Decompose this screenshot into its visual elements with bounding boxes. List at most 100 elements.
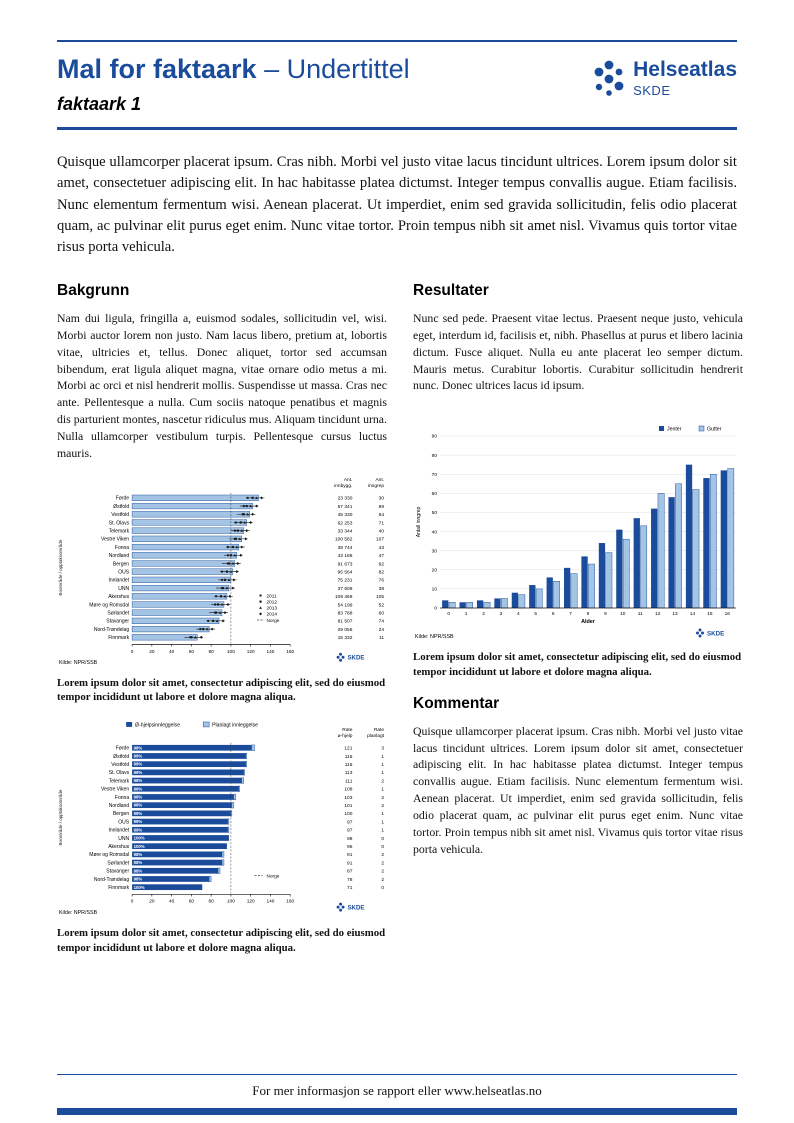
- svg-text:10: 10: [432, 587, 438, 593]
- svg-text:Ant.: Ant.: [344, 478, 353, 483]
- svg-text:98%: 98%: [134, 852, 143, 857]
- page-subtitle: – Undertittel: [264, 54, 410, 84]
- svg-text:76: 76: [379, 577, 385, 583]
- svg-text:74: 74: [379, 618, 385, 624]
- svg-text:0: 0: [434, 606, 437, 612]
- svg-text:Akershus: Akershus: [108, 844, 129, 850]
- svg-text:4: 4: [517, 611, 520, 617]
- svg-text:101: 101: [344, 803, 352, 809]
- svg-text:Finnmark: Finnmark: [108, 635, 129, 641]
- svg-text:97: 97: [347, 820, 353, 826]
- svg-text:Boområde / opptaksområde: Boområde / opptaksområde: [57, 789, 63, 845]
- svg-text:62 253: 62 253: [338, 520, 353, 526]
- svg-text:98%: 98%: [134, 877, 143, 882]
- svg-text:43 186: 43 186: [338, 553, 353, 559]
- svg-text:100 582: 100 582: [335, 536, 353, 542]
- svg-text:107: 107: [376, 536, 384, 542]
- svg-text:Fonna: Fonna: [115, 795, 129, 801]
- svg-text:160: 160: [286, 899, 294, 905]
- svg-text:SKDE: SKDE: [347, 905, 364, 912]
- svg-text:7: 7: [569, 611, 572, 617]
- page-title: Mal for faktaark: [57, 54, 257, 84]
- svg-text:97: 97: [347, 828, 353, 834]
- svg-text:108 469: 108 469: [335, 594, 353, 600]
- svg-text:57 341: 57 341: [338, 504, 353, 510]
- svg-text:Kilde: NPR/SSB: Kilde: NPR/SSB: [59, 660, 98, 666]
- svg-text:Møre og Romsdal: Møre og Romsdal: [89, 853, 129, 859]
- footer-top-rule: [57, 1073, 737, 1075]
- logo-org: SKDE: [633, 83, 671, 99]
- svg-text:91 673: 91 673: [338, 561, 353, 567]
- svg-text:Telemark: Telemark: [109, 779, 130, 785]
- svg-text:98%: 98%: [134, 869, 143, 874]
- svg-text:2013: 2013: [266, 605, 277, 611]
- svg-text:105: 105: [376, 594, 384, 600]
- svg-text:UNN: UNN: [118, 586, 129, 592]
- svg-text:115: 115: [345, 754, 353, 760]
- svg-text:90: 90: [432, 434, 438, 440]
- svg-text:Nord-Trøndelag: Nord-Trøndelag: [94, 877, 129, 883]
- chart3-caption: Lorem ipsum dolor sit amet, consectetur …: [413, 651, 742, 678]
- svg-text:87: 87: [347, 869, 353, 875]
- left-column: Bakgrunn Nam dui ligula, fringilla a, eu…: [57, 278, 387, 969]
- svg-text:Ø-hjelpsinnleggelse: Ø-hjelpsinnleggelse: [135, 723, 180, 729]
- svg-text:33 344: 33 344: [338, 528, 353, 534]
- svg-text:Kilde: NPR/SSB: Kilde: NPR/SSB: [59, 910, 98, 916]
- svg-text:47: 47: [379, 553, 385, 559]
- svg-text:82: 82: [379, 569, 385, 575]
- bakgrunn-heading: Bakgrunn: [57, 281, 130, 299]
- svg-text:planlagt: planlagt: [367, 733, 385, 739]
- svg-text:0: 0: [381, 836, 384, 842]
- svg-text:99%: 99%: [134, 819, 143, 824]
- svg-text:Antall inngrep: Antall inngrep: [416, 507, 422, 538]
- svg-text:100: 100: [227, 648, 235, 654]
- svg-text:Østfold: Østfold: [113, 504, 129, 510]
- svg-text:3: 3: [381, 746, 384, 752]
- svg-text:11: 11: [379, 635, 384, 641]
- svg-text:2: 2: [381, 869, 384, 875]
- bakgrunn-body: Nam dui ligula, fringilla a, euismod sod…: [57, 310, 387, 460]
- title-line: Mal for faktaark – Undertittel: [57, 54, 410, 85]
- svg-text:111: 111: [345, 779, 353, 785]
- svg-text:1: 1: [381, 787, 384, 793]
- svg-text:98%: 98%: [134, 795, 143, 800]
- svg-text:UNN: UNN: [118, 836, 129, 842]
- svg-text:37 609: 37 609: [338, 586, 353, 592]
- resultater-heading: Resultater: [413, 281, 489, 299]
- svg-text:98: 98: [347, 836, 353, 842]
- header-bottom-rule: [57, 126, 737, 131]
- svg-text:30: 30: [432, 549, 438, 555]
- svg-text:98%: 98%: [134, 860, 143, 865]
- svg-text:45 330: 45 330: [338, 512, 353, 518]
- svg-text:Bergen: Bergen: [113, 561, 129, 567]
- svg-text:80: 80: [432, 453, 438, 459]
- svg-text:60: 60: [379, 610, 385, 616]
- svg-text:100: 100: [227, 899, 235, 905]
- svg-text:16: 16: [725, 611, 731, 617]
- svg-text:40: 40: [169, 899, 175, 905]
- svg-text:11: 11: [638, 611, 643, 617]
- svg-text:Førde: Førde: [116, 495, 130, 501]
- svg-text:98%: 98%: [134, 746, 143, 751]
- svg-text:95 564: 95 564: [338, 569, 353, 575]
- svg-text:Kilde: NPR/SSB: Kilde: NPR/SSB: [415, 634, 454, 640]
- svg-text:Vestre Viken: Vestre Viken: [101, 787, 129, 793]
- chart1-caption: Lorem ipsum dolor sit amet, consectetur …: [57, 676, 386, 704]
- svg-text:Vestre Viken: Vestre Viken: [101, 536, 129, 542]
- svg-text:75 231: 75 231: [338, 577, 353, 583]
- svg-text:9: 9: [604, 611, 607, 617]
- logo-text: Helseatlas SKDE: [633, 58, 737, 99]
- svg-text:115: 115: [345, 762, 353, 768]
- svg-text:15 332: 15 332: [338, 635, 353, 641]
- svg-text:40: 40: [169, 648, 175, 654]
- svg-text:2: 2: [381, 803, 384, 809]
- svg-text:Nord-Trøndelag: Nord-Trøndelag: [94, 627, 129, 633]
- svg-text:2: 2: [381, 853, 384, 859]
- svg-text:96: 96: [347, 844, 353, 850]
- chart-admission-type-by-region: Boområde / opptaksområde Rate ø-hjelp Rate p…: [57, 720, 387, 918]
- logo-name: Helseatlas: [633, 58, 737, 81]
- svg-text:0: 0: [381, 844, 384, 850]
- svg-text:98%: 98%: [134, 803, 143, 808]
- svg-text:OUS: OUS: [118, 569, 130, 575]
- svg-text:SKDE: SKDE: [707, 631, 724, 638]
